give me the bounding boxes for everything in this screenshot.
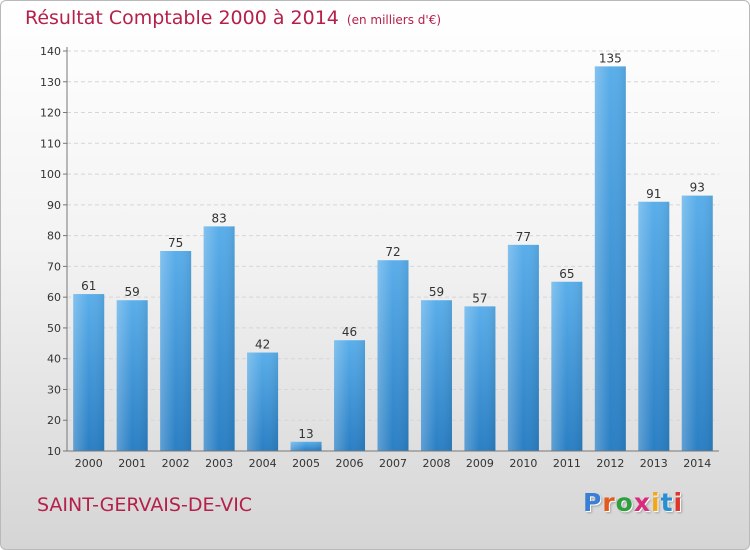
bar-value-label: 42 [255, 338, 270, 352]
bar-value-label: 135 [599, 51, 622, 65]
bar-value-label: 75 [168, 236, 183, 250]
bar-shade-2013 [638, 201, 670, 451]
bars: 61 59 75 83 42 13 46 72 59 57 77 65 135 91 93 [73, 51, 713, 451]
bar-value-label: 59 [429, 285, 444, 299]
y-tick-label: 30 [47, 383, 61, 396]
y-tick-label: 130 [40, 76, 61, 89]
bar-value-label: 93 [690, 181, 705, 195]
bar-shade-2008 [420, 300, 452, 451]
x-tick-label: 2000 [75, 457, 103, 470]
y-tick-label: 50 [47, 322, 61, 335]
bar-value-label: 46 [342, 325, 357, 339]
logo-letter: t [660, 488, 674, 517]
x-tick-label: 2003 [205, 457, 233, 470]
y-tick-label: 40 [47, 353, 61, 366]
commune-name: SAINT-GERVAIS-DE-VIC [37, 494, 253, 516]
chart-title-text: Résultat Comptable 2000 à 2014 [25, 7, 339, 29]
y-tick-label: 60 [47, 291, 61, 304]
logo-letter: r [602, 488, 616, 517]
y-axis: 10 20 30 40 50 60 70 80 90 100 110 120 130 140 [40, 45, 68, 458]
bar-shade-2005 [290, 441, 322, 451]
bar-shade-2006 [334, 340, 366, 451]
x-tick-label: 2001 [118, 457, 146, 470]
x-tick-label: 2002 [162, 457, 190, 470]
x-tick-label: 2005 [292, 457, 320, 470]
y-tick-label: 20 [47, 414, 61, 427]
y-tick-label: 110 [40, 137, 61, 150]
bar-shade-2010 [507, 244, 539, 451]
x-tick-label: 2007 [379, 457, 407, 470]
x-tick-label: 2013 [640, 457, 668, 470]
bar-value-label: 72 [385, 245, 400, 259]
x-tick-label: 2012 [596, 457, 624, 470]
x-tick-label: 2010 [509, 457, 537, 470]
x-tick-label: 2009 [466, 457, 494, 470]
x-tick-label: 2006 [336, 457, 364, 470]
bar-value-label: 77 [516, 230, 531, 244]
logo-letter: P [583, 488, 603, 517]
y-tick-label: 70 [47, 260, 61, 273]
bar-value-label: 57 [472, 291, 487, 305]
x-tick-label: 2011 [553, 457, 581, 470]
x-tick-label: 2014 [683, 457, 711, 470]
y-tick-label: 120 [40, 107, 61, 120]
y-tick-label: 140 [40, 45, 61, 58]
proxiti-logo: Proxiti [583, 488, 683, 517]
bar-shade-2004 [247, 352, 279, 451]
y-tick-label: 90 [47, 199, 61, 212]
bar-shade-2002 [160, 251, 192, 451]
y-tick-label: 100 [40, 168, 61, 181]
bar-value-label: 83 [211, 211, 226, 225]
bar-shade-2009 [464, 306, 496, 451]
bar-value-label: 61 [81, 279, 96, 293]
bar-shade-2000 [73, 294, 105, 451]
bar-value-label: 13 [298, 427, 313, 441]
logo-letter: o [615, 488, 634, 517]
bar-value-label: 65 [559, 267, 574, 281]
bar-value-label: 59 [125, 285, 140, 299]
y-tick-label: 80 [47, 230, 61, 243]
bar-shade-2007 [377, 260, 409, 451]
logo-letter: i [673, 488, 684, 517]
bar-shade-2011 [551, 281, 583, 451]
y-tick-label: 10 [47, 445, 61, 458]
bar-shade-2001 [116, 300, 148, 451]
logo-letter: x [633, 488, 651, 517]
chart-unit: (en milliers d'€) [346, 13, 442, 27]
logo-letter: i [651, 488, 661, 517]
x-axis: 2000 2001 2002 2003 2004 2005 2006 2007 2008 2009… [67, 450, 719, 470]
bar-shade-2003 [203, 226, 235, 451]
x-tick-label: 2008 [422, 457, 450, 470]
chart-title: Résultat Comptable 2000 à 2014 (en millie… [25, 7, 441, 29]
x-tick-label: 2004 [249, 457, 277, 470]
bar-shade-2014 [681, 195, 713, 451]
bar-shade-2012 [594, 66, 626, 451]
bar-value-label: 91 [646, 187, 661, 201]
